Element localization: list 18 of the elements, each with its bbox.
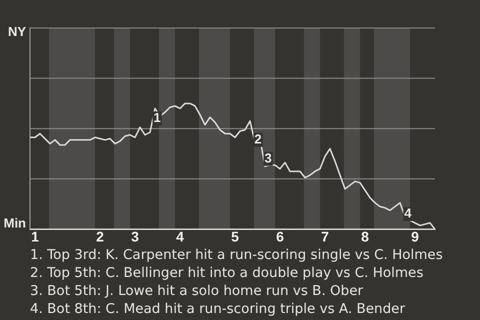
x-tick-label: 9 — [411, 228, 420, 244]
text: 2. Top 5th: C. Bellinger hit into a double play vs C. Holmes — [30, 264, 424, 282]
x-tick-label: 6 — [276, 228, 284, 244]
x-tick-label: 1 — [31, 228, 40, 244]
x-tick-label: 4 — [176, 228, 184, 244]
text: 3. Bot 5th: J. Lowe hit a solo home run vs B. Ober — [30, 282, 364, 300]
annotation: 4 — [404, 206, 412, 221]
x-tick-label: 3 — [131, 228, 140, 244]
text: 4. Bot 8th: C. Mead hit a run-scoring triple vs A. Bender — [30, 300, 406, 318]
text: 1. Top 3rd: K. Carpenter hit a run-scoring single vs C. Holmes — [30, 246, 444, 264]
text: NY — [8, 24, 26, 40]
x-tick-label: 8 — [361, 228, 370, 244]
annotation: 1 — [154, 110, 161, 126]
annotation: 3 — [264, 150, 272, 166]
x-tick-label: 2 — [96, 228, 104, 244]
x-tick-label: 7 — [321, 228, 330, 244]
text: Min — [4, 215, 26, 230]
x-tick-label: 5 — [231, 228, 240, 244]
